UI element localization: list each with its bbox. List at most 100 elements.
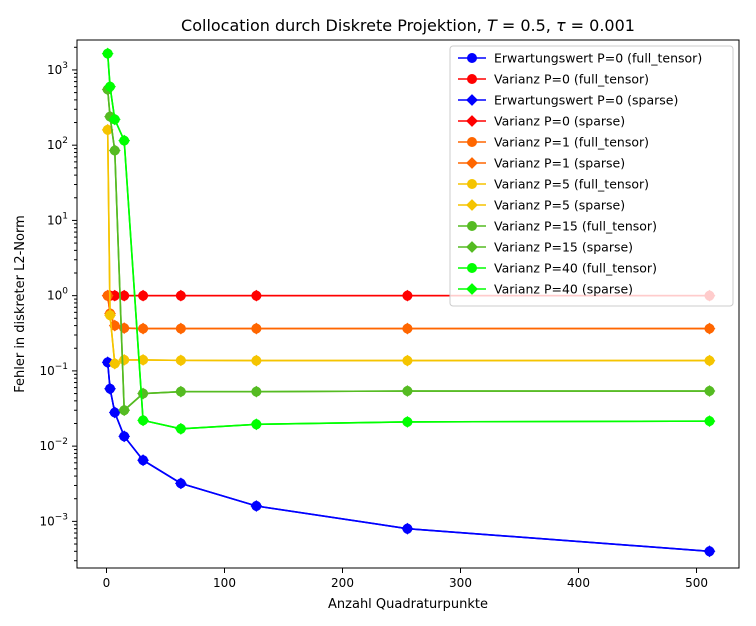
legend-marker: [466, 241, 478, 253]
legend-marker: [467, 137, 477, 147]
data-point: [137, 289, 149, 302]
x-tick-label: 100: [213, 576, 236, 590]
data-point: [703, 322, 716, 335]
legend-label: Varianz P=40 (full_tensor): [494, 261, 657, 276]
legend-box: [449, 45, 734, 307]
data-point: [108, 357, 121, 370]
legend-label: Varianz P=5 (full_tensor): [494, 177, 649, 192]
x-tick-label: 300: [449, 576, 472, 590]
x-tick-label: 400: [567, 576, 590, 590]
data-point: [250, 289, 263, 302]
legend-marker: [467, 263, 477, 273]
legend-item: Varianz P=0 (full_tensor): [458, 72, 649, 87]
legend-label: Varianz P=5 (sparse): [494, 198, 625, 213]
legend-item: Varianz P=5 (sparse): [458, 198, 625, 213]
chart-title-t-value: = 0.5,: [497, 16, 556, 35]
series-2: [101, 356, 716, 558]
legend-marker: [466, 199, 478, 211]
y-tick-label: 100: [47, 287, 68, 303]
data-point: [250, 418, 263, 431]
legend-label: Varianz P=0 (full_tensor): [494, 72, 649, 87]
series-11: [101, 47, 716, 435]
chart-title-tau-symbol: τ: [556, 16, 566, 35]
data-point: [108, 406, 121, 419]
chart-title-tau-value: = 0.001: [566, 16, 635, 35]
legend-item: Varianz P=15 (full_tensor): [458, 219, 657, 234]
data-point: [118, 404, 131, 417]
data-point: [101, 47, 114, 60]
data-point: [174, 422, 187, 435]
legend-label: Erwartungswert P=0 (full_tensor): [494, 51, 702, 66]
data-point: [108, 144, 121, 157]
legend-item: Varianz P=40 (sparse): [458, 282, 633, 297]
data-point: [108, 113, 121, 126]
data-point: [174, 289, 187, 302]
y-tick-label: 10−1: [39, 362, 68, 378]
legend-item: Varianz P=0 (sparse): [458, 114, 625, 129]
legend-label: Varianz P=15 (sparse): [494, 240, 633, 255]
data-point: [118, 134, 131, 147]
x-tick-label: 0: [103, 576, 111, 590]
data-point: [104, 80, 116, 93]
data-point: [174, 354, 187, 367]
y-axis: 10−3 10−2 10−1 100 101 102 103: [39, 46, 77, 562]
data-point: [703, 545, 716, 558]
y-tick-label: 10−3: [39, 512, 68, 528]
plot-series: [101, 47, 716, 558]
legend-label: Varianz P=1 (sparse): [494, 156, 625, 171]
y-tick-label: 102: [47, 136, 68, 152]
legend-item: Varianz P=1 (full_tensor): [458, 135, 649, 150]
legend-marker: [466, 115, 478, 127]
legend-marker: [466, 283, 478, 295]
chart-title-prefix: Collocation durch Diskrete Projektion,: [181, 16, 487, 35]
data-point: [250, 354, 263, 367]
legend-item: Erwartungswert P=0 (full_tensor): [458, 51, 702, 66]
legend-marker: [466, 157, 478, 169]
x-tick-label: 200: [331, 576, 354, 590]
data-point: [703, 354, 716, 367]
legend-item: Varianz P=15 (sparse): [458, 240, 633, 255]
data-point: [401, 322, 414, 335]
data-point: [104, 382, 116, 395]
data-point: [401, 385, 414, 397]
legend-marker: [467, 53, 477, 63]
legend-item: Varianz P=40 (full_tensor): [458, 261, 657, 276]
data-point: [401, 354, 414, 367]
legend: Erwartungswert P=0 (full_tensor) Varianz …: [449, 45, 734, 307]
data-point: [250, 322, 263, 335]
data-point: [174, 322, 187, 335]
data-point: [703, 415, 716, 428]
legend-marker: [466, 94, 478, 106]
data-point: [174, 477, 187, 490]
data-point: [250, 385, 263, 398]
chart-title: Collocation durch Diskrete Projektion, T…: [181, 16, 635, 35]
legend-label: Varianz P=40 (sparse): [494, 282, 633, 297]
data-point: [137, 414, 149, 427]
data-point: [703, 385, 716, 397]
legend-marker: [467, 74, 477, 84]
data-point: [104, 309, 116, 322]
data-point: [401, 289, 414, 302]
series-9: [101, 83, 716, 417]
legend-label: Varianz P=1 (full_tensor): [494, 135, 649, 150]
y-tick-label: 10−2: [39, 437, 68, 453]
data-point: [401, 522, 414, 535]
legend-item: Varianz P=5 (full_tensor): [458, 177, 649, 192]
legend-label: Varianz P=0 (sparse): [494, 114, 625, 129]
y-axis-label: Fehler in diskreter L2-Norm: [13, 215, 28, 393]
y-tick-label: 103: [47, 61, 68, 77]
legend-label: Erwartungswert P=0 (sparse): [494, 93, 678, 108]
x-tick-label: 500: [685, 576, 708, 590]
series-7: [101, 123, 716, 370]
data-point: [137, 454, 149, 467]
plot-frame: [76, 39, 740, 569]
x-axis: 0 100 200 300 400 500: [103, 568, 708, 590]
legend-item: Varianz P=1 (sparse): [458, 156, 625, 171]
y-tick-label: 101: [47, 211, 68, 227]
legend-label: Varianz P=15 (full_tensor): [494, 219, 657, 234]
data-point: [250, 500, 263, 512]
legend-marker: [467, 221, 477, 231]
data-point: [118, 430, 131, 443]
legend-item: Erwartungswert P=0 (sparse): [458, 93, 678, 108]
